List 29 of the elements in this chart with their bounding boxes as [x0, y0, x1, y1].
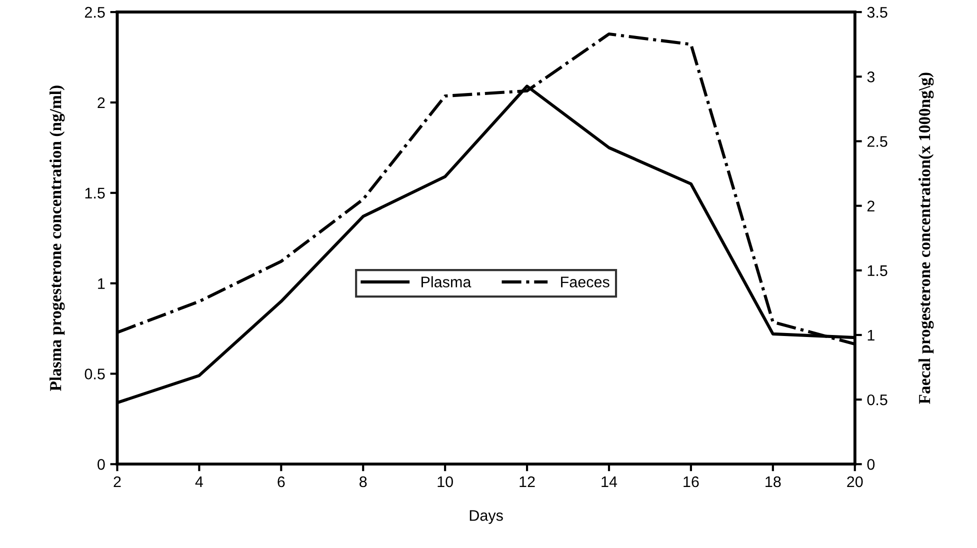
y2-tick-label: 0 — [867, 459, 875, 470]
x-tick-label: 16 — [684, 476, 699, 488]
y2-tick-label: 0.5 — [867, 394, 888, 406]
y-tick-label: 0.5 — [84, 368, 105, 380]
x-tick-label: 4 — [195, 476, 203, 488]
x-tick-label: 12 — [520, 476, 535, 488]
y2-axis-title: Faecal progesterone concentration(x 1000ng\g) — [918, 72, 934, 404]
x-axis-title: Days — [470, 510, 503, 524]
y-axis-title: Plasma progesterone concentration (ng/ml) — [50, 86, 65, 391]
y2-tick-label: 3 — [867, 72, 875, 82]
y-tick-label: 1 — [98, 278, 105, 289]
x-tick-label: 6 — [278, 476, 285, 488]
y2-tick-label: 2.5 — [867, 136, 888, 147]
y-tick-label: 2.5 — [84, 6, 105, 18]
y-tick-label: 2 — [98, 97, 105, 108]
y2-tick-label: 1.5 — [868, 265, 888, 276]
x-tick-label: 18 — [766, 476, 781, 488]
y-tick-label: 1.5 — [85, 188, 105, 199]
legend-label: Plasma — [422, 276, 472, 288]
x-tick-label: 10 — [438, 476, 453, 488]
x-tick-label: 20 — [847, 476, 863, 488]
y2-tick-label: 3.5 — [867, 6, 888, 18]
y-tick-label: 0 — [98, 459, 105, 470]
legend-label: Faeces — [561, 276, 610, 288]
y2-tick-label: 1 — [868, 330, 874, 341]
y2-tick-label: 2 — [867, 200, 874, 212]
x-tick-label: 8 — [360, 476, 367, 488]
x-tick-label: 2 — [114, 476, 121, 488]
x-tick-label: 14 — [602, 476, 618, 488]
